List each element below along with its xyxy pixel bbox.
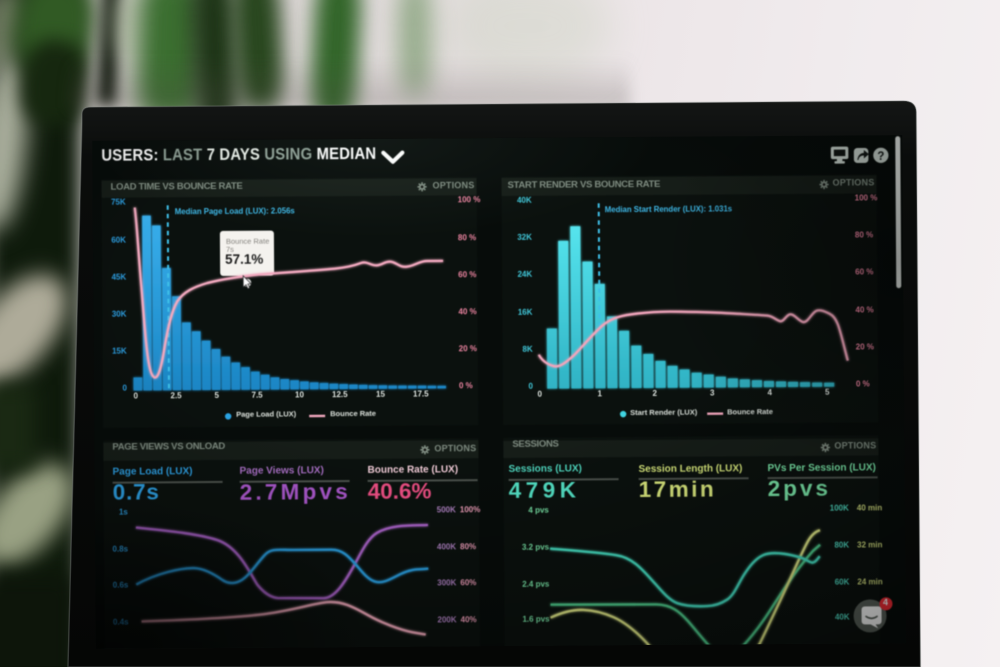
svg-text:?: ? — [877, 151, 884, 163]
